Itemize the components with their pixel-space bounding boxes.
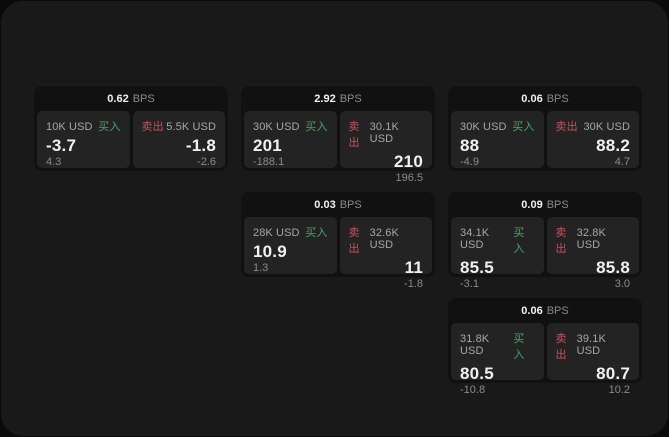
- sell-side-label: 卖出: [555, 227, 567, 255]
- sell-quote-cell[interactable]: 卖出 32.8K USD 85.8 3.0: [546, 217, 639, 290]
- buy-delta: -10.8: [460, 384, 486, 396]
- sell-notional: 5.5K USD: [166, 121, 216, 133]
- sell-quote-cell[interactable]: 卖出 30K USD 88.2 4.7: [546, 111, 639, 168]
- spread-header: 0.62 BPS: [37, 86, 225, 111]
- buy-notional: 10K USD: [46, 121, 93, 133]
- buy-quote-cell[interactable]: 31.8K USD 买入 80.5 -10.8: [451, 323, 544, 396]
- sell-price: 210: [394, 152, 423, 171]
- quote-card: 0.62 BPS 10K USD 买入 -3.7 4.3 卖出 5.5K USD: [34, 86, 228, 171]
- spread-header: 2.92 BPS: [244, 86, 432, 111]
- buy-side-label: 买入: [513, 227, 525, 255]
- sell-side-label: 卖出: [555, 121, 578, 133]
- spread-unit-label: BPS: [546, 93, 569, 105]
- quote-card: 0.06 BPS 31.8K USD 买入 80.5 -10.8 卖出 39.1K…: [448, 298, 642, 396]
- spread-unit-label: BPS: [546, 305, 569, 317]
- sell-notional: 30.1K USD: [369, 121, 399, 145]
- spread-value: 0.09: [521, 199, 543, 211]
- buy-notional: 31.8K USD: [460, 333, 490, 357]
- sell-notional: 32.8K USD: [576, 227, 606, 251]
- buy-price: 85.5: [460, 258, 494, 277]
- spread-value: 2.92: [314, 93, 336, 105]
- sell-price: -1.8: [185, 136, 216, 155]
- quote-body: 31.8K USD 买入 80.5 -10.8 卖出 39.1K USD 80.…: [451, 323, 639, 396]
- sell-delta: 196.5: [395, 172, 423, 184]
- sell-delta: 10.2: [608, 384, 630, 396]
- sell-quote-cell[interactable]: 卖出 32.6K USD 11 -1.8: [339, 217, 432, 290]
- sell-quote-cell[interactable]: 卖出 30.1K USD 210 196.5: [339, 111, 432, 184]
- buy-price: -3.7: [46, 136, 77, 155]
- spread-header: 0.09 BPS: [451, 192, 639, 217]
- sell-side-label: 卖出: [555, 333, 567, 361]
- buy-side-label: 买入: [98, 121, 121, 133]
- sell-notional: 39.1K USD: [576, 333, 606, 357]
- buy-side-label: 买入: [305, 121, 328, 133]
- spread-value: 0.62: [107, 93, 129, 105]
- quote-card: 0.09 BPS 34.1K USD 买入 85.5 -3.1 卖出 32.8K …: [448, 192, 642, 290]
- quote-card: 0.06 BPS 30K USD 买入 88 -4.9 卖出 30K USD: [448, 86, 642, 171]
- sell-side-label: 卖出: [141, 121, 164, 133]
- buy-delta: 4.3: [46, 156, 62, 168]
- quote-card: 2.92 BPS 30K USD 买入 201 -188.1 卖出 30.1K U…: [241, 86, 435, 184]
- spread-unit-label: BPS: [132, 93, 155, 105]
- sell-notional: 30K USD: [583, 121, 630, 133]
- sell-side-label: 卖出: [348, 227, 360, 255]
- spread-unit-label: BPS: [339, 93, 362, 105]
- buy-quote-cell[interactable]: 30K USD 买入 88 -4.9: [451, 111, 544, 168]
- buy-quote-cell[interactable]: 30K USD 买入 201 -188.1: [244, 111, 337, 168]
- buy-delta: -4.9: [460, 156, 479, 168]
- spread-header: 0.06 BPS: [451, 86, 639, 111]
- quote-body: 34.1K USD 买入 85.5 -3.1 卖出 32.8K USD 85.8…: [451, 217, 639, 290]
- quote-body: 10K USD 买入 -3.7 4.3 卖出 5.5K USD -1.8 -2.…: [37, 111, 225, 168]
- sell-delta: -1.8: [404, 278, 423, 290]
- buy-delta: -3.1: [460, 278, 479, 290]
- sell-price: 11: [404, 258, 423, 277]
- spread-unit-label: BPS: [546, 199, 569, 211]
- spread-unit-label: BPS: [339, 199, 362, 211]
- buy-delta: 1.3: [253, 262, 269, 274]
- sell-delta: 4.7: [614, 156, 630, 168]
- sell-notional: 32.6K USD: [369, 227, 399, 251]
- sell-delta: 3.0: [614, 278, 630, 290]
- quote-card-grid: 0.62 BPS 10K USD 买入 -3.7 4.3 卖出 5.5K USD: [34, 86, 642, 396]
- buy-price: 88: [460, 136, 480, 155]
- buy-quote-cell[interactable]: 28K USD 买入 10.9 1.3: [244, 217, 337, 274]
- spread-header: 0.06 BPS: [451, 298, 639, 323]
- buy-price: 80.5: [460, 364, 494, 383]
- buy-price: 201: [253, 136, 282, 155]
- spread-header: 0.03 BPS: [244, 192, 432, 217]
- buy-side-label: 买入: [513, 333, 525, 361]
- sell-quote-cell[interactable]: 卖出 39.1K USD 80.7 10.2: [546, 323, 639, 396]
- buy-side-label: 买入: [512, 121, 535, 133]
- buy-quote-cell[interactable]: 34.1K USD 买入 85.5 -3.1: [451, 217, 544, 290]
- quote-body: 30K USD 买入 88 -4.9 卖出 30K USD 88.2 4.7: [451, 111, 639, 168]
- buy-delta: -188.1: [253, 156, 285, 168]
- buy-side-label: 买入: [305, 227, 328, 239]
- buy-quote-cell[interactable]: 10K USD 买入 -3.7 4.3: [37, 111, 130, 168]
- sell-quote-cell[interactable]: 卖出 5.5K USD -1.8 -2.6: [132, 111, 225, 168]
- quote-body: 28K USD 买入 10.9 1.3 卖出 32.6K USD 11 -1.8: [244, 217, 432, 290]
- spread-value: 0.03: [314, 199, 336, 211]
- spread-value: 0.06: [521, 93, 543, 105]
- buy-notional: 28K USD: [253, 227, 300, 239]
- buy-notional: 30K USD: [460, 121, 507, 133]
- buy-notional: 34.1K USD: [460, 227, 490, 251]
- sell-price: 80.7: [596, 364, 630, 383]
- quote-card: 0.03 BPS 28K USD 买入 10.9 1.3 卖出 32.6K USD: [241, 192, 435, 290]
- buy-price: 10.9: [253, 242, 287, 261]
- sell-side-label: 卖出: [348, 121, 360, 149]
- sell-delta: -2.6: [197, 156, 216, 168]
- quote-body: 30K USD 买入 201 -188.1 卖出 30.1K USD 210 1…: [244, 111, 432, 184]
- sell-price: 85.8: [596, 258, 630, 277]
- sell-price: 88.2: [596, 136, 630, 155]
- spread-value: 0.06: [521, 305, 543, 317]
- buy-notional: 30K USD: [253, 121, 300, 133]
